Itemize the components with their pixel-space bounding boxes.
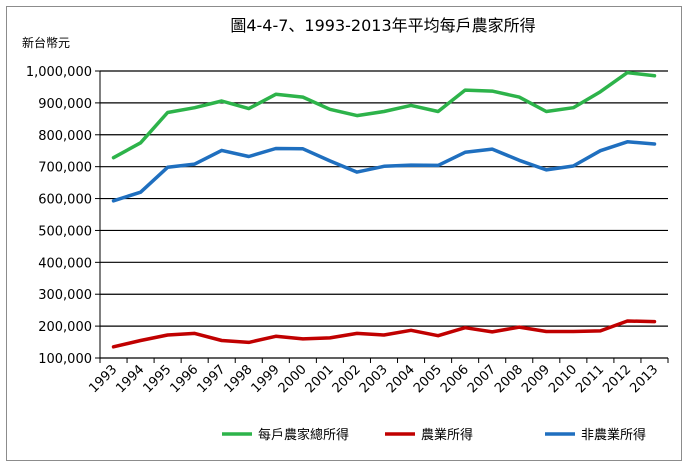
x-tick-label: 2011 <box>573 362 607 396</box>
legend-label-1: 農業所得 <box>421 427 473 443</box>
x-tick-label: 2000 <box>276 362 310 396</box>
series-line-2 <box>111 140 657 203</box>
axes <box>99 71 668 359</box>
x-tick-label: 1993 <box>86 362 120 396</box>
legend-label-0: 每戶農家總所得 <box>258 427 349 443</box>
x-tick-label: 2004 <box>384 362 418 396</box>
x-tick-label: 2002 <box>330 362 364 396</box>
y-tick-label: 100,000 <box>38 352 92 367</box>
chart-frame <box>6 6 682 461</box>
y-tick-label: 300,000 <box>38 288 92 303</box>
y-tick-label: 600,000 <box>38 193 92 208</box>
x-tick-label: 2001 <box>303 362 337 396</box>
x-tick-label: 1995 <box>140 362 174 396</box>
legend: 每戶農家總所得 農業所得 非農業所得 <box>222 427 646 443</box>
y-tick-label: 1,000,000 <box>26 65 92 80</box>
y-tick-label: 400,000 <box>38 256 92 271</box>
x-tick-label: 2009 <box>519 362 553 396</box>
chart-title: 圖4-4-7、1993-2013年平均每戶農家所得 <box>230 16 535 35</box>
x-tick-label: 1999 <box>249 362 283 396</box>
x-tick-label: 1998 <box>222 362 256 396</box>
x-tick-label: 1997 <box>195 362 229 396</box>
x-tick-label: 1994 <box>113 362 147 396</box>
series-line-1 <box>111 319 657 349</box>
legend-label-2: 非農業所得 <box>581 427 646 443</box>
y-axis-unit-label: 新台幣元 <box>22 35 70 50</box>
x-tick-label: 2010 <box>546 362 580 396</box>
x-axis-ticks: 1993199419951996199719981999200020012002… <box>86 358 669 396</box>
gridlines <box>100 70 668 359</box>
y-tick-label: 200,000 <box>38 320 92 335</box>
x-tick-label: 2006 <box>438 362 472 396</box>
x-tick-label: 1996 <box>167 362 201 396</box>
y-tick-label: 500,000 <box>38 224 92 239</box>
x-tick-label: 2007 <box>465 362 499 396</box>
x-tick-label: 2012 <box>600 362 634 396</box>
y-axis-ticks: 100,000 200,000 300,000 400,000 500,000 600,0… <box>26 65 100 367</box>
y-tick-label: 900,000 <box>38 97 92 112</box>
series-line-0 <box>111 70 657 160</box>
x-tick-label: 2013 <box>627 362 661 396</box>
y-tick-label: 800,000 <box>38 129 92 144</box>
x-tick-label: 2005 <box>411 362 445 396</box>
series-lines <box>111 70 657 349</box>
x-tick-label: 2008 <box>492 362 526 396</box>
y-tick-label: 700,000 <box>38 161 92 176</box>
x-tick-label: 2003 <box>357 362 391 396</box>
